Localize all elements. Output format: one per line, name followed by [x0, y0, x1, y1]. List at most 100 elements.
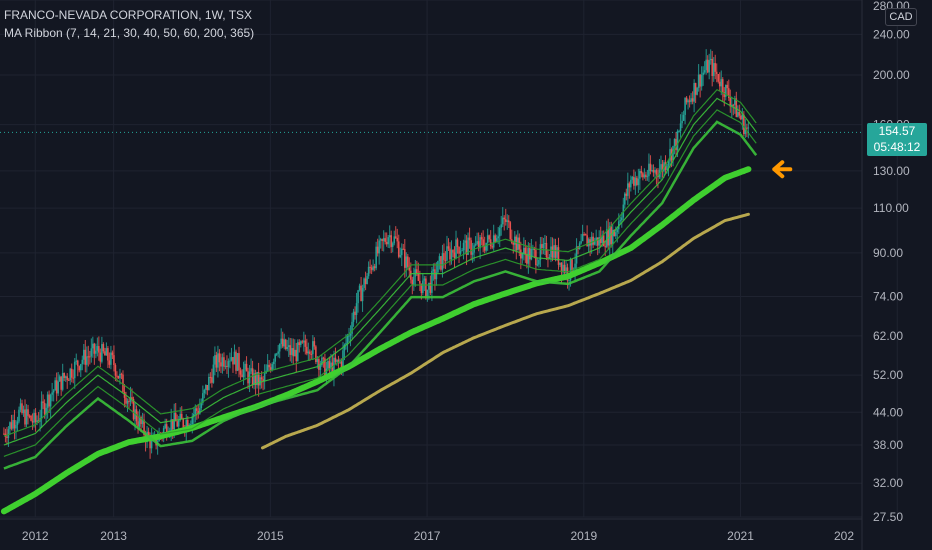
candle-body [174, 412, 177, 422]
candle-body [318, 359, 320, 370]
candle-body [684, 97, 686, 115]
candle-body [192, 413, 195, 417]
candle-body [330, 362, 332, 369]
candle-body [292, 348, 295, 357]
candle-body [111, 352, 114, 356]
candle-body [497, 236, 500, 239]
candle-body [464, 240, 466, 243]
candle-body [224, 365, 227, 367]
candle-body [214, 355, 216, 365]
candle-body [64, 376, 67, 378]
candle-body [120, 373, 123, 375]
candle-body [372, 266, 374, 270]
candle-body [137, 421, 139, 427]
y-tick-label: 200.00 [873, 68, 910, 82]
candle-body [360, 285, 362, 302]
ma-short-line [3, 120, 758, 470]
candle-body [309, 351, 311, 354]
candle-body [509, 222, 512, 240]
candle-body [483, 246, 486, 251]
candle-body [49, 394, 52, 407]
candle-body [539, 244, 542, 261]
candle-body [319, 365, 322, 370]
candle-body [605, 229, 608, 248]
candle-body [18, 409, 20, 422]
candle-body [494, 235, 496, 242]
candle-body [614, 232, 617, 237]
price-axis[interactable]: 280.00240.00200.00160.00130.00110.0090.0… [873, 0, 910, 524]
candle-body [737, 112, 739, 117]
candle-body [199, 408, 201, 414]
candle-body [259, 377, 261, 386]
candle-body [625, 193, 628, 196]
candle-body [296, 342, 299, 362]
candle-body [87, 356, 90, 358]
candle-body [408, 266, 411, 271]
symbol-title[interactable]: FRANCO-NEVADA CORPORATION, 1W, TSX [4, 8, 253, 22]
candle-body [471, 252, 474, 255]
candle-body [645, 174, 647, 178]
candle-body [268, 364, 270, 368]
indicator-title[interactable]: MA Ribbon (7, 14, 21, 30, 40, 50, 60, 20… [4, 26, 255, 40]
candle-body [732, 104, 735, 106]
candle-body [458, 246, 460, 254]
y-tick-label: 27.50 [873, 510, 903, 524]
candle-body [405, 256, 408, 268]
candle-body [110, 352, 112, 365]
candle-body [602, 235, 605, 247]
candle-body [105, 348, 108, 356]
candle-body [521, 253, 524, 259]
candle-body [113, 355, 115, 366]
candle-body [422, 280, 424, 294]
x-tick-label: 202 [834, 529, 854, 543]
candle-body [271, 364, 273, 370]
candle-body [652, 170, 655, 173]
ma-short-line [3, 109, 757, 457]
candle-body [72, 377, 75, 379]
candle-body [434, 269, 436, 280]
candle-body [203, 389, 206, 394]
candle-body [425, 278, 427, 298]
candle-body [560, 262, 563, 273]
candle-body [12, 420, 14, 429]
candle-body [313, 341, 316, 347]
candle-body [574, 263, 576, 270]
candle-body [489, 239, 492, 247]
candle-body [636, 177, 638, 185]
candle-body [444, 259, 447, 261]
candle-body [388, 235, 391, 238]
candle-body [693, 83, 695, 102]
currency-badge[interactable]: CAD [885, 8, 917, 26]
candle-body [569, 259, 572, 281]
candle-body [620, 217, 623, 221]
candle-body [116, 375, 118, 377]
candle-body [391, 243, 394, 247]
candle-body [226, 365, 228, 367]
candle-body [406, 256, 409, 267]
candle-body [492, 235, 495, 248]
candle-body [164, 424, 166, 429]
candle-body [587, 239, 590, 247]
bar-countdown: 05:48:12 [873, 140, 921, 155]
candle-body [700, 74, 703, 87]
candle-body [186, 419, 189, 428]
candle-body [286, 347, 289, 350]
candle-body [556, 247, 558, 258]
candle-body [699, 74, 701, 87]
candle-body [447, 246, 450, 249]
candle-body [25, 409, 28, 425]
candle-body [443, 253, 445, 260]
candle-body [676, 131, 679, 151]
candle-body [92, 343, 94, 349]
y-tick-label: 44.00 [873, 405, 903, 419]
candle-body [343, 344, 346, 351]
candle-body [411, 279, 414, 285]
candle-body [711, 58, 714, 77]
time-axis[interactable]: 2012 2013 2015 2017 2019 2021 202 [22, 529, 854, 543]
candle-body [675, 138, 677, 151]
candle-body [278, 344, 281, 352]
candle-body [714, 63, 717, 72]
candle-body [461, 250, 463, 252]
candle-body [649, 163, 652, 171]
